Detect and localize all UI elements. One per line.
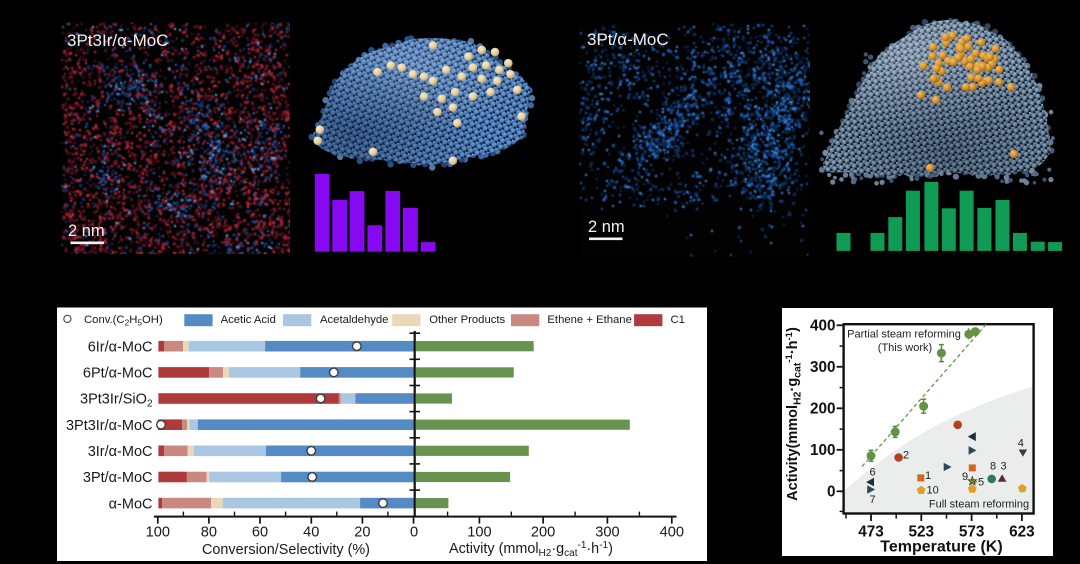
svg-text:523: 523: [909, 524, 935, 541]
svg-text:2 nm: 2 nm: [588, 218, 625, 236]
svg-text:Other Products: Other Products: [429, 314, 505, 326]
svg-text:(This work): (This work): [878, 342, 932, 354]
svg-text:8: 8: [990, 461, 996, 473]
svg-text:Activity(mmolH2·gcat-1·h-1): Activity(mmolH2·gcat-1·h-1): [784, 327, 804, 501]
svg-text:C1: C1: [671, 314, 685, 326]
svg-text:7: 7: [870, 494, 876, 506]
svg-text:100: 100: [467, 525, 491, 541]
svg-text:40: 40: [303, 525, 319, 541]
svg-text:20: 20: [354, 525, 370, 541]
svg-text:3: 3: [1001, 461, 1007, 473]
svg-text:6Ir/α-MoC: 6Ir/α-MoC: [88, 339, 153, 355]
svg-text:2 nm: 2 nm: [68, 222, 105, 240]
svg-text:200: 200: [531, 525, 555, 541]
svg-text:80: 80: [201, 525, 217, 541]
svg-text:6Pt/α-MoC: 6Pt/α-MoC: [83, 366, 153, 382]
svg-text:5: 5: [978, 477, 984, 489]
svg-text:100: 100: [146, 525, 170, 541]
svg-text:Ethene + Ethane: Ethene + Ethane: [547, 314, 631, 326]
svg-text:α-MoC: α-MoC: [109, 496, 153, 512]
svg-text:9: 9: [962, 471, 968, 483]
svg-text:10: 10: [927, 485, 939, 497]
svg-text:Conv.(C2H5OH): Conv.(C2H5OH): [84, 314, 163, 328]
svg-text:Activity (mmolH2·gcat-1·h-1): Activity (mmolH2·gcat-1·h-1): [449, 540, 613, 559]
svg-text:3Pt/α-MoC: 3Pt/α-MoC: [587, 30, 669, 49]
svg-text:0: 0: [410, 525, 418, 541]
svg-text:100: 100: [810, 442, 836, 459]
svg-text:400: 400: [660, 525, 684, 541]
svg-text:4: 4: [1018, 438, 1024, 450]
svg-text:Full steam reforming: Full steam reforming: [929, 499, 1029, 511]
svg-text:200: 200: [810, 401, 836, 418]
svg-text:3Pt3Ir/SiO2: 3Pt3Ir/SiO2: [80, 392, 153, 410]
svg-text:Partial steam reforming: Partial steam reforming: [847, 329, 961, 341]
svg-text:3Pt3Ir/α-MoC: 3Pt3Ir/α-MoC: [66, 418, 153, 434]
svg-text:2: 2: [903, 450, 909, 462]
svg-text:400: 400: [810, 318, 836, 335]
svg-text:0: 0: [827, 484, 836, 501]
svg-text:3Pt/α-MoC: 3Pt/α-MoC: [83, 470, 153, 486]
svg-text:Acetaldehyde: Acetaldehyde: [320, 314, 388, 326]
svg-text:3Pt3Ir/α-MoC: 3Pt3Ir/α-MoC: [67, 31, 168, 50]
svg-text:623: 623: [1009, 524, 1035, 541]
svg-text:6: 6: [870, 467, 876, 479]
svg-text:1: 1: [925, 470, 931, 482]
svg-text:300: 300: [810, 359, 836, 376]
svg-text:Conversion/Selectivity (%): Conversion/Selectivity (%): [202, 542, 370, 558]
svg-text:473: 473: [858, 524, 884, 541]
svg-text:Acetic Acid: Acetic Acid: [221, 314, 276, 326]
svg-text:60: 60: [252, 525, 268, 541]
svg-text:300: 300: [595, 525, 619, 541]
svg-text:3Ir/α-MoC: 3Ir/α-MoC: [88, 444, 153, 460]
svg-text:Temperature (K): Temperature (K): [880, 539, 1002, 556]
svg-text:573: 573: [959, 524, 985, 541]
